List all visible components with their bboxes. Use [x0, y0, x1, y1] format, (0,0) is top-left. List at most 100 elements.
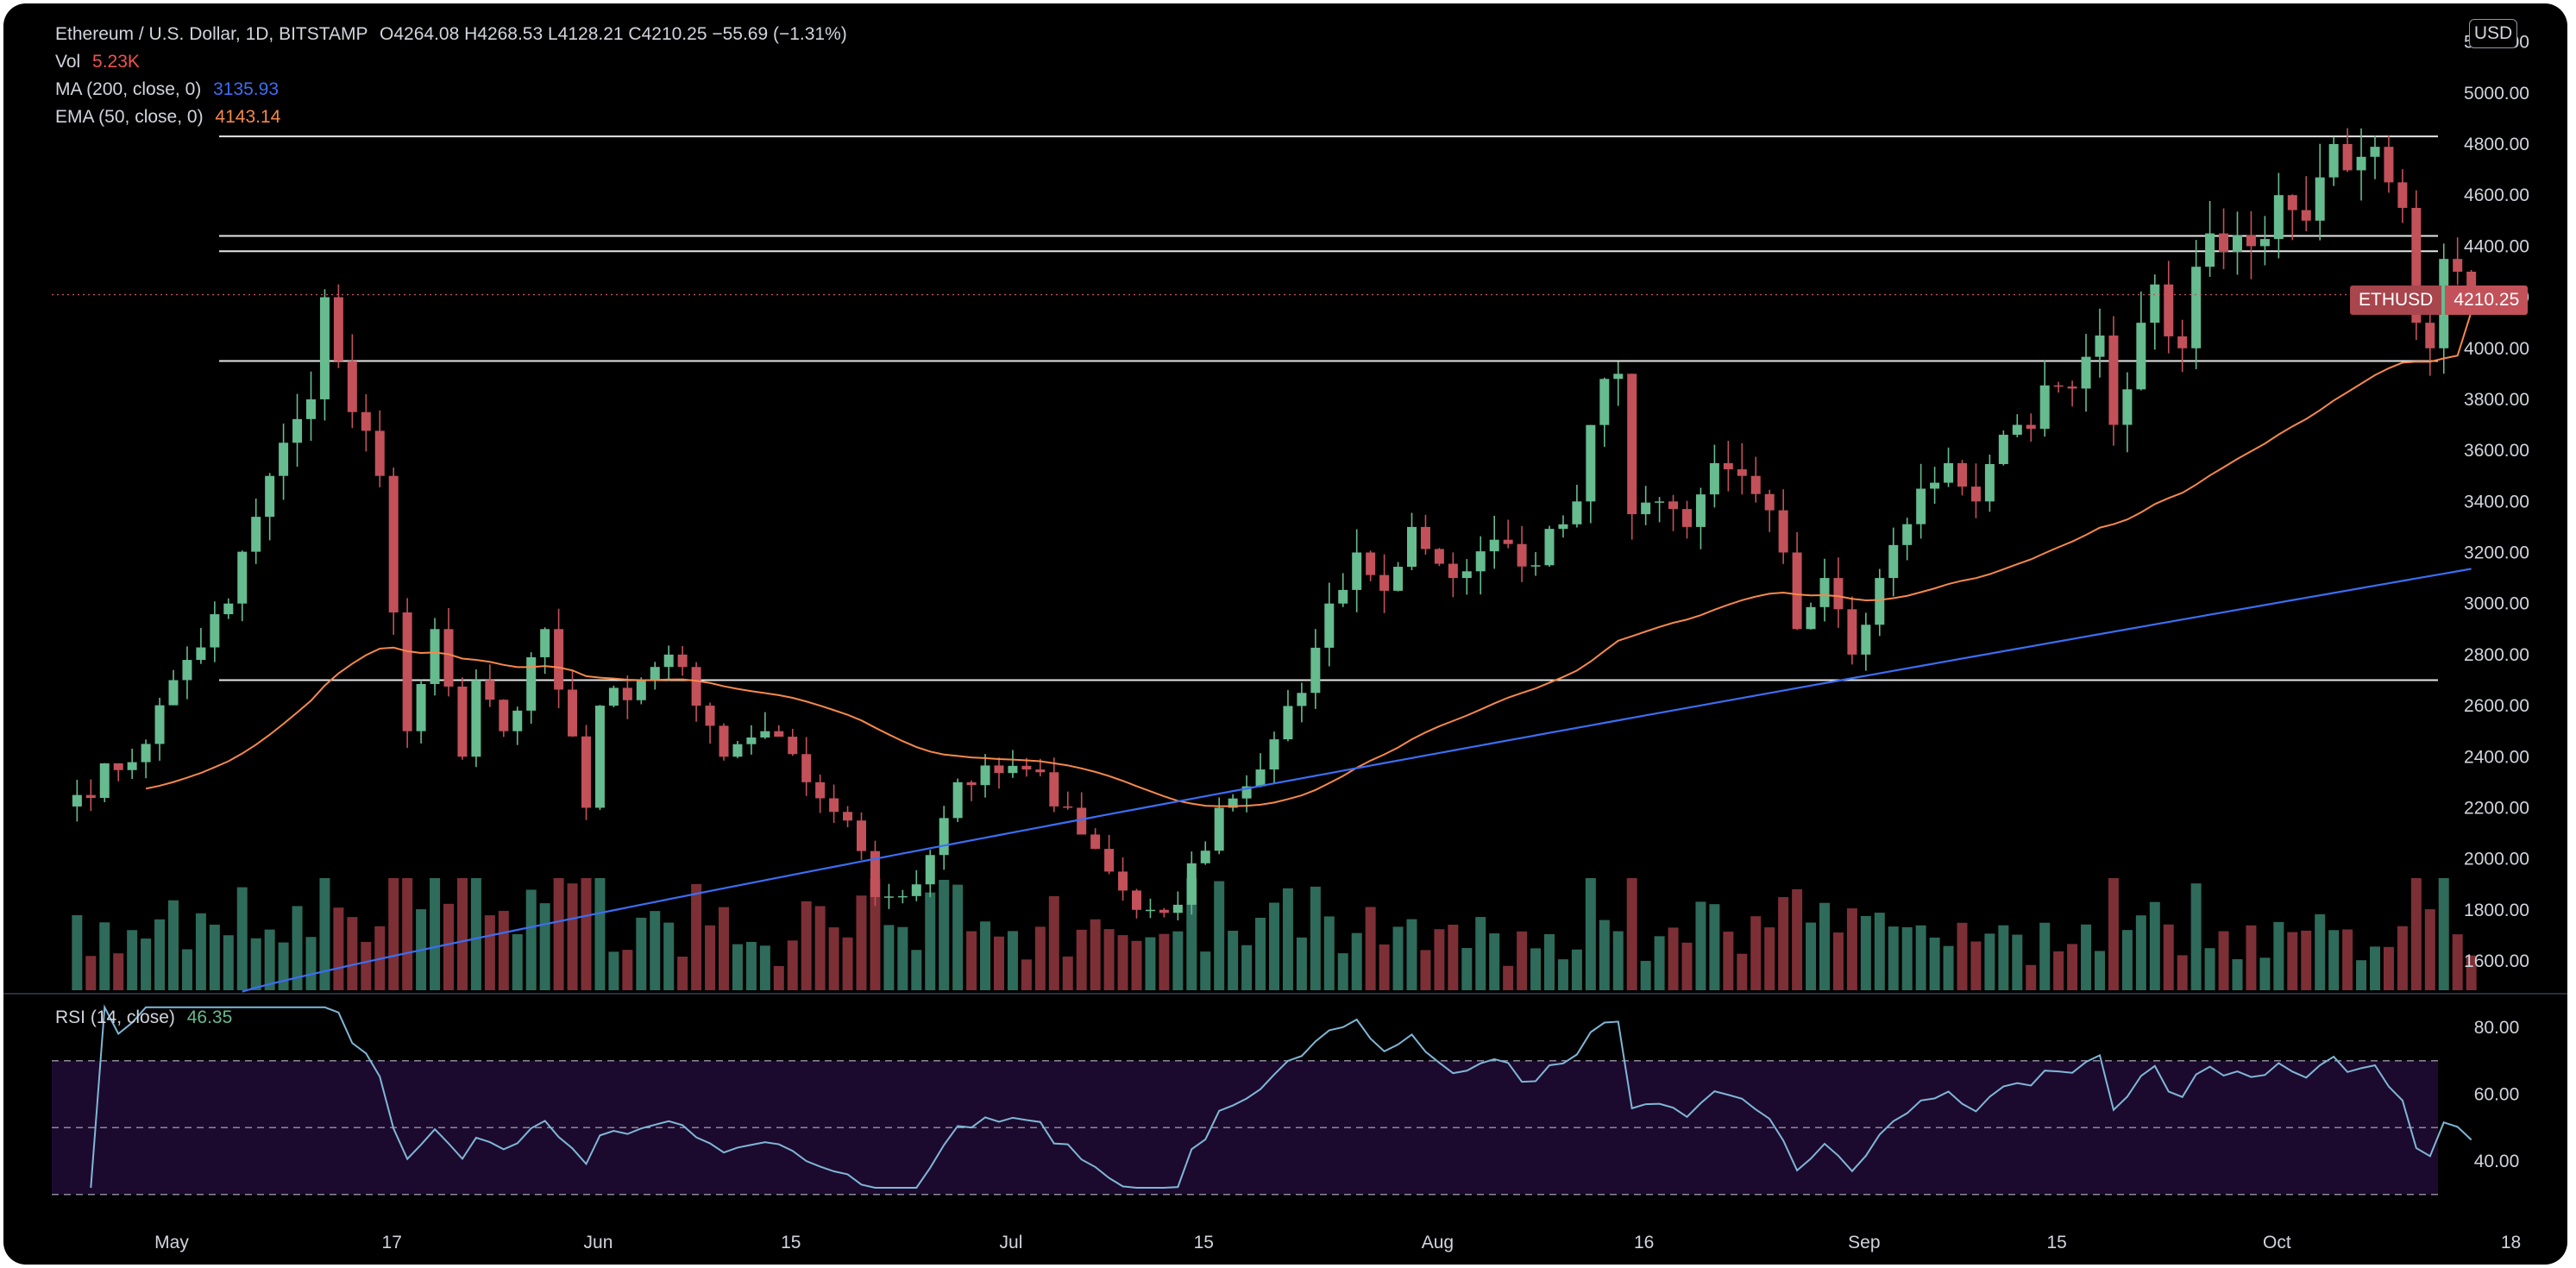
volume-bar [925, 892, 936, 990]
candle-body [2425, 323, 2435, 348]
candle-body [801, 754, 812, 782]
candle-body [512, 710, 523, 731]
volume-bar [1228, 931, 1239, 990]
volume-bar [663, 922, 675, 990]
candle-body [154, 705, 165, 744]
symbol-title[interactable]: Ethereum / U.S. Dollar, 1D, BITSTAMP [55, 24, 368, 44]
volume-bar [1392, 926, 1404, 990]
volume-bar [952, 884, 964, 990]
price-axis: 5200.005000.004800.004600.004400.004200.… [2464, 33, 2529, 971]
time-tick-label: 16 [1634, 1233, 1654, 1252]
price-tick-label: 3800.00 [2464, 390, 2529, 410]
volume-bar [223, 935, 234, 990]
candle-body [1077, 807, 1087, 835]
last-price-tag: ETHUSD 4210.25 [2350, 286, 2529, 315]
candle-body [72, 794, 82, 807]
volume-bar [1915, 925, 1926, 990]
candle-body [1668, 501, 1679, 510]
candle-body [925, 855, 935, 885]
volume-bar [113, 953, 124, 990]
candle-body [1366, 552, 1376, 575]
candle-body [499, 700, 509, 731]
candle-body [2384, 147, 2394, 183]
candle-body [1145, 909, 1155, 912]
volume-bar [278, 942, 289, 990]
candle-body [1957, 462, 1967, 487]
volume-bar [1117, 935, 1128, 990]
candle-body [1970, 486, 1981, 502]
legend-ma-row[interactable]: MA (200, close, 0) 3135.93 [55, 76, 847, 104]
candle-body [857, 820, 866, 851]
volume-bar [773, 965, 784, 990]
volume-bar [1957, 922, 1968, 990]
candle-body [485, 680, 495, 700]
volume-bar [305, 937, 317, 990]
volume-bar [2328, 930, 2340, 990]
volume-bar [1034, 926, 1046, 990]
price-tag-value: 4210.25 [2445, 286, 2529, 315]
volume-bar [1145, 937, 1156, 990]
volume-bar [1901, 926, 1913, 990]
candle-body [636, 680, 646, 700]
candle-body [1806, 606, 1816, 630]
volume-bar [85, 956, 97, 990]
candle-body [416, 683, 426, 731]
volume-bar [1599, 920, 1610, 990]
candle-body [788, 737, 798, 755]
volume-bar [2273, 921, 2284, 990]
volume-bar [719, 907, 729, 990]
volume-bar [2232, 959, 2243, 990]
candle-body [2177, 336, 2188, 348]
volume-bar [1021, 959, 1032, 990]
volume-bar [1379, 944, 1390, 990]
candle-body [1847, 609, 1857, 655]
volume-bar [2149, 901, 2160, 990]
volume-bar [1929, 937, 1940, 990]
volume-bar [911, 950, 922, 990]
price-tick-label: 4000.00 [2464, 339, 2529, 359]
volume-bar [1819, 902, 1830, 990]
chart-canvas[interactable]: 5200.005000.004800.004600.004400.004200.… [3, 3, 2567, 1265]
volume-bar [1406, 919, 1417, 990]
candle-body [1104, 849, 1115, 872]
volume-bar [677, 957, 688, 990]
volume-bar [498, 910, 509, 990]
volume-bar [2466, 955, 2477, 990]
rsi-legend[interactable]: RSI (14, close) 46.35 [55, 1007, 232, 1028]
volume-bar [1832, 932, 1844, 990]
candle-body [1118, 871, 1128, 891]
legend-ema-row[interactable]: EMA (50, close, 0) 4143.14 [55, 104, 847, 131]
candle-body [1984, 463, 1995, 502]
price-tick-label: 3200.00 [2464, 543, 2529, 563]
candle-body [1682, 509, 1692, 527]
volume-bar [1681, 942, 1693, 990]
candle-body [1132, 890, 1141, 910]
volume-label: Vol [55, 52, 81, 72]
rsi-line [90, 1004, 2472, 1189]
candle-body [1641, 502, 1651, 515]
volume-bar [1131, 940, 1142, 990]
currency-button[interactable]: USD [2469, 19, 2517, 48]
volume-bar [801, 901, 812, 990]
volume-bar [1489, 933, 1500, 990]
volume-bar [2163, 924, 2174, 990]
rsi-tick-label: 60.00 [2474, 1085, 2520, 1105]
candle-body [1530, 565, 1541, 567]
volume-bar [456, 878, 468, 990]
candle-body [1255, 769, 1266, 787]
volume-bar [1420, 950, 1431, 990]
candle-body [994, 765, 1004, 774]
volume-bar [759, 945, 770, 990]
volume-bar [2259, 957, 2271, 990]
volume-bar [402, 878, 413, 990]
volume-bar [361, 941, 372, 990]
candle-body [829, 798, 839, 813]
candle-body [952, 782, 963, 819]
volume-bar [2039, 922, 2051, 990]
legend-volume-row[interactable]: Vol 5.23K [55, 48, 847, 76]
volume-bar [1874, 913, 1885, 990]
volume-bar [553, 878, 564, 990]
volume-bar [1571, 949, 1582, 990]
candle-body [1627, 373, 1637, 515]
volume-bar [1778, 897, 1789, 990]
